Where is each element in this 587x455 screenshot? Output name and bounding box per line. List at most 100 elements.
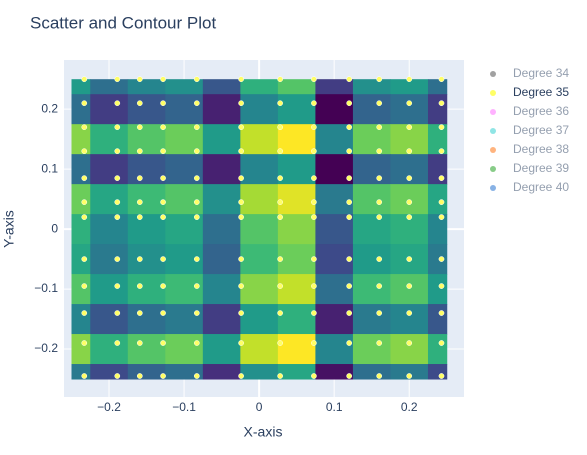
point (193, 256, 200, 262)
point (277, 214, 283, 220)
contour-cell (71, 274, 91, 305)
point (114, 148, 121, 154)
contour-cell (71, 244, 91, 275)
contour-cell (202, 304, 241, 335)
point (114, 283, 121, 289)
point (346, 175, 353, 181)
point (114, 124, 121, 131)
x-tick-label: −0.1 (172, 400, 196, 414)
point (193, 175, 200, 181)
point (406, 214, 413, 220)
contour-cell (90, 334, 129, 365)
point (438, 214, 445, 220)
x-axis-title: X-axis (244, 424, 283, 440)
point (406, 310, 413, 316)
point (346, 310, 353, 316)
point (406, 175, 413, 181)
point (376, 310, 383, 316)
point (81, 148, 88, 154)
point (136, 124, 143, 131)
contour-cell (240, 304, 279, 335)
point (438, 148, 445, 154)
point (438, 199, 445, 205)
point (81, 340, 88, 346)
contour-cell (202, 154, 241, 185)
point (160, 175, 166, 181)
point (81, 100, 88, 107)
contour-cell (90, 214, 129, 245)
contour-cell (427, 274, 448, 305)
contour-cell (352, 184, 391, 215)
contour-cell (315, 334, 354, 365)
point (238, 214, 244, 220)
contour-cell (240, 214, 279, 245)
point (238, 76, 244, 83)
point (438, 283, 445, 289)
y-tick-label: 0.1 (41, 161, 58, 175)
point (136, 175, 143, 181)
point (193, 124, 200, 131)
y-tick-label: −0.1 (34, 281, 58, 295)
legend-marker (490, 128, 496, 134)
contour-cell (202, 94, 241, 125)
point (238, 256, 244, 262)
point (277, 76, 283, 83)
legend-marker (490, 71, 496, 77)
contour-cell (90, 124, 129, 155)
point (193, 373, 200, 379)
contour-cell (71, 214, 91, 245)
legend-marker (490, 185, 496, 191)
point (311, 214, 317, 220)
point (277, 148, 283, 154)
point (238, 199, 244, 205)
contour-cell (240, 154, 279, 185)
point (160, 283, 166, 289)
contour-cell (427, 79, 448, 95)
contour-cell (427, 244, 448, 275)
contour-cell (90, 274, 129, 305)
point (376, 283, 383, 289)
contour-cell (277, 154, 316, 185)
contour-cell (277, 304, 316, 335)
point (376, 76, 383, 83)
point (376, 124, 383, 131)
x-tick-label: 0.2 (401, 400, 418, 414)
contour-cell (352, 94, 391, 125)
point (136, 199, 143, 205)
y-tick-label: −0.2 (34, 341, 58, 355)
point (81, 256, 88, 262)
point (277, 199, 283, 205)
point (406, 148, 413, 154)
axes: −0.2 −0.1 0 0.1 0.2 −0.2 −0.1 0 0.1 0.2 (34, 101, 418, 414)
point (136, 283, 143, 289)
point (160, 310, 166, 316)
point (193, 214, 200, 220)
point (193, 100, 200, 107)
legend-marker (490, 109, 496, 115)
contour-cell (427, 304, 448, 335)
contour-cell (277, 184, 316, 215)
point (114, 76, 121, 83)
contour-cell (202, 124, 241, 155)
contour-cell (427, 334, 448, 365)
point (376, 214, 383, 220)
contour-cell (127, 214, 166, 245)
legend-label: Degree 38 (513, 142, 569, 156)
contour-cell (240, 334, 279, 365)
contour-cell (277, 94, 316, 125)
contour-cell (277, 364, 316, 380)
point (114, 214, 121, 220)
point (311, 310, 317, 316)
point (160, 124, 166, 131)
contour-cell (352, 304, 391, 335)
y-axis-title: Y-axis (1, 210, 17, 248)
point (193, 148, 200, 154)
contour-cell (71, 184, 91, 215)
contour-cell (90, 94, 129, 125)
contour-cell (390, 304, 429, 335)
point (136, 256, 143, 262)
point (81, 76, 88, 83)
contour-cell (315, 184, 354, 215)
scatter (81, 76, 445, 379)
point (160, 373, 166, 379)
